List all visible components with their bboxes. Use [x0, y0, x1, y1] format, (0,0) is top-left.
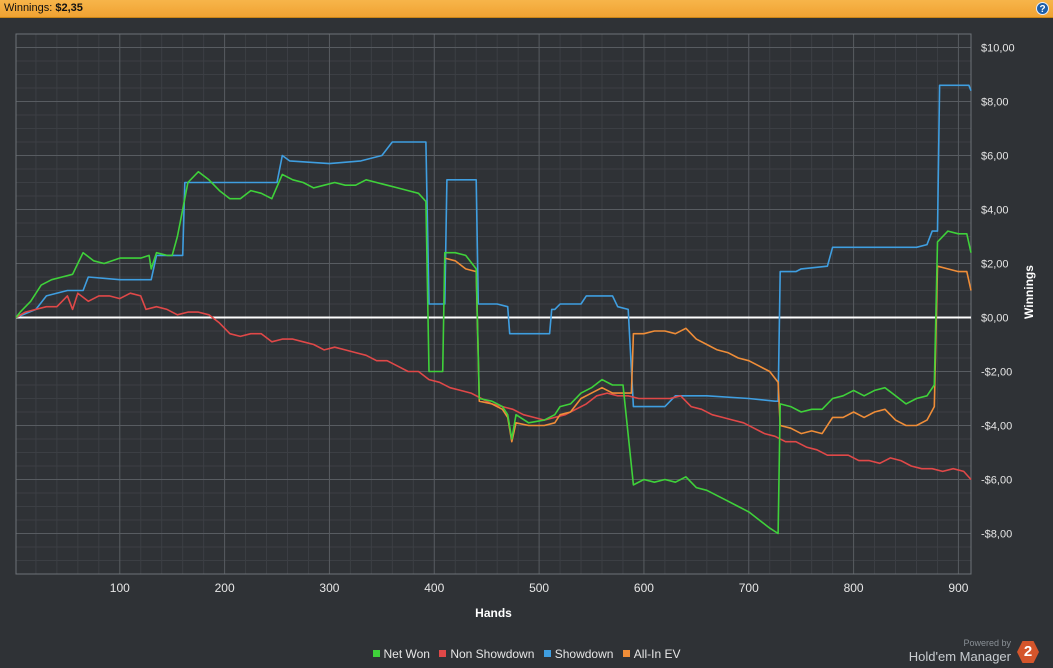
x-axis-label: Hands	[475, 606, 512, 620]
x-tick-label: 800	[844, 581, 864, 595]
legend-label-net-won: Net Won	[383, 647, 430, 661]
product-name: Hold'em Manager	[908, 649, 1011, 664]
plot-area-border	[15, 33, 972, 575]
x-tick-label: 700	[739, 581, 759, 595]
question-circle-icon[interactable]: ?	[1036, 2, 1049, 15]
x-tick-label: 300	[319, 581, 339, 595]
winnings-header-bar: Winnings: $2,35 ?	[0, 0, 1053, 18]
legend-item-non-showdown[interactable]: Non Showdown	[439, 647, 534, 661]
legend-swatch-non-showdown	[439, 650, 447, 658]
x-tick-label: 400	[424, 581, 444, 595]
y-axis-ticks: $10,00 $8,00 $6,00 $4,00 $2,00 $0,00 -$2,00 -$4…	[981, 43, 1015, 541]
series-line-all-in-ev	[444, 257, 972, 443]
winnings-summary: Winnings: $2,35	[4, 2, 83, 14]
y-tick-label: $4,00	[981, 205, 1009, 217]
hm2-logo-icon: 2	[1017, 641, 1039, 663]
series-line-showdown	[15, 84, 972, 408]
x-tick-label: 900	[948, 581, 968, 595]
series-line-net-won	[15, 170, 972, 535]
winnings-value: $2,35	[55, 2, 83, 14]
legend-swatch-showdown	[543, 650, 551, 658]
y-tick-label: $0,00	[981, 313, 1009, 325]
y-tick-label: $10,00	[981, 43, 1015, 55]
legend-label-showdown: Showdown	[554, 647, 614, 661]
y-tick-label: $6,00	[981, 151, 1009, 163]
y-tick-label: -$8,00	[981, 529, 1012, 541]
legend-label-all-in-ev: All-In EV	[633, 647, 681, 661]
y-tick-label: -$6,00	[981, 475, 1012, 487]
series-layer	[15, 84, 972, 535]
legend-item-net-won[interactable]: Net Won	[372, 647, 430, 661]
legend-swatch-all-in-ev	[622, 650, 630, 658]
series-line-non-showdown	[15, 292, 972, 481]
x-tick-label: 500	[529, 581, 549, 595]
powered-by-text: Powered by	[963, 638, 1011, 648]
powered-by-branding: Powered by Hold'em Manager	[909, 638, 1011, 664]
x-tick-label: 600	[634, 581, 654, 595]
y-axis-label: Winnings	[1022, 265, 1036, 319]
x-axis-ticks: 100 200 300 400 500 600 700 800 900	[110, 581, 969, 595]
chart-legend: Net Won Non Showdown Showdown All-In EV	[0, 647, 1053, 663]
y-tick-label: $2,00	[981, 259, 1009, 271]
legend-label-non-showdown: Non Showdown	[450, 647, 535, 661]
y-tick-label: -$4,00	[981, 421, 1012, 433]
winnings-chart: 100 200 300 400 500 600 700 800 900 $10,00$8,00$…	[15, 33, 1036, 620]
legend-swatch-net-won	[372, 650, 380, 658]
y-tick-label: -$2,00	[981, 367, 1012, 379]
legend-item-showdown[interactable]: Showdown	[543, 647, 614, 661]
y-tick-label: $8,00	[981, 97, 1009, 109]
x-tick-label: 100	[110, 581, 130, 595]
winnings-label: Winnings:	[4, 2, 53, 14]
legend-item-all-in-ev[interactable]: All-In EV	[622, 647, 681, 661]
x-tick-label: 200	[215, 581, 235, 595]
